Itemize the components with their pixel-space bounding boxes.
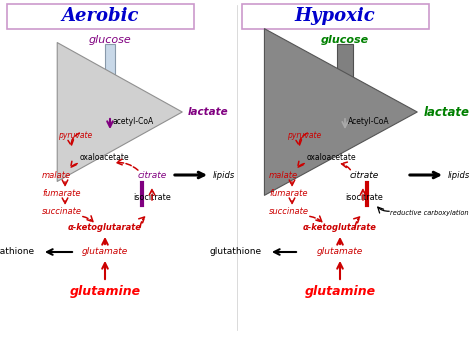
Bar xyxy=(337,44,353,100)
Text: pyruvate: pyruvate xyxy=(58,131,92,141)
Text: glutamate: glutamate xyxy=(317,247,363,256)
Text: lactate: lactate xyxy=(188,107,228,117)
Text: oxaloacetate: oxaloacetate xyxy=(307,153,356,162)
Text: citrate: citrate xyxy=(138,171,167,180)
Text: lipids: lipids xyxy=(213,171,235,180)
FancyBboxPatch shape xyxy=(242,4,429,29)
Text: citrate: citrate xyxy=(350,171,379,180)
Text: Acetyl-CoA: Acetyl-CoA xyxy=(348,118,390,126)
Text: succinate: succinate xyxy=(42,208,82,216)
Text: lipids: lipids xyxy=(448,171,470,180)
Text: α-ketoglutarate: α-ketoglutarate xyxy=(68,223,142,233)
Text: glutathione: glutathione xyxy=(210,247,262,256)
Text: glutathione: glutathione xyxy=(0,247,35,256)
Text: glutamine: glutamine xyxy=(69,285,141,299)
Text: pyruvate: pyruvate xyxy=(287,131,321,141)
Text: acetyl-CoA: acetyl-CoA xyxy=(113,118,154,126)
Bar xyxy=(105,44,115,100)
Text: glutamine: glutamine xyxy=(304,285,375,299)
Text: succinate: succinate xyxy=(269,208,309,216)
Text: fumarate: fumarate xyxy=(269,189,308,198)
Text: pyruvate: pyruvate xyxy=(90,104,130,113)
Text: reductive carboxylation: reductive carboxylation xyxy=(390,210,469,216)
Text: Aerobic: Aerobic xyxy=(61,7,139,25)
Text: α-ketoglutarate: α-ketoglutarate xyxy=(303,223,377,233)
Text: malate: malate xyxy=(269,171,298,180)
Text: lactate: lactate xyxy=(424,105,470,119)
Text: isocitrate: isocitrate xyxy=(345,192,383,202)
Text: glutamate: glutamate xyxy=(82,247,128,256)
Text: fumarate: fumarate xyxy=(42,189,81,198)
Text: glucose: glucose xyxy=(89,35,131,45)
Text: oxaloacetate: oxaloacetate xyxy=(80,153,129,162)
Text: glucose: glucose xyxy=(321,35,369,45)
Text: malate: malate xyxy=(42,171,71,180)
Text: pyruvate: pyruvate xyxy=(325,104,365,113)
Text: isocitrate: isocitrate xyxy=(133,192,171,202)
Text: Hypoxic: Hypoxic xyxy=(295,7,375,25)
FancyBboxPatch shape xyxy=(7,4,194,29)
